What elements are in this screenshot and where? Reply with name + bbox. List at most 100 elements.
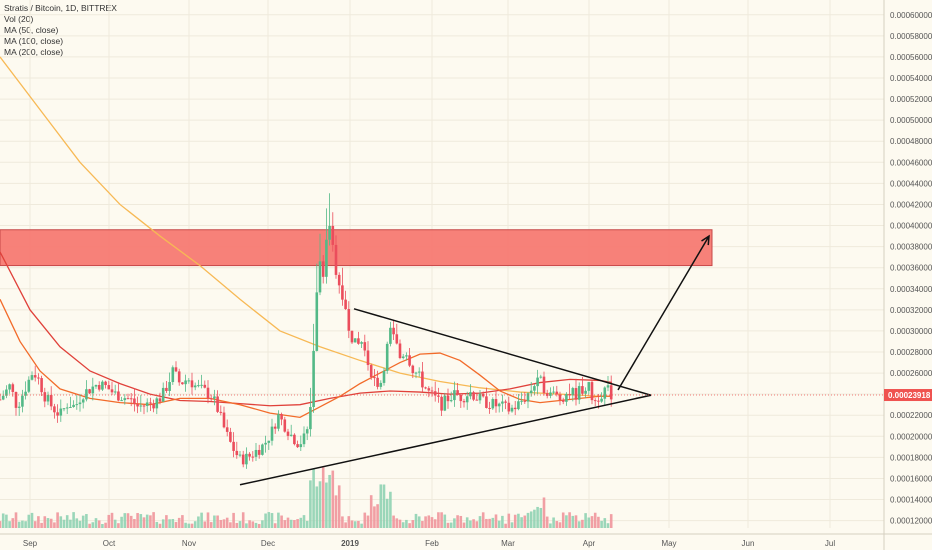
candle-body	[94, 385, 98, 387]
candle-body	[421, 371, 424, 388]
time-axis[interactable]: Sep Oct Nov Dec 2019 Feb Mar Apr May Jun Jul	[0, 533, 932, 548]
candle-body	[309, 407, 312, 430]
candle-body	[405, 355, 408, 357]
y-tick-label: 0.00032000	[890, 306, 932, 315]
candle-body	[539, 376, 543, 378]
x-tick-label: May	[661, 539, 676, 548]
volume-bar	[427, 515, 431, 528]
volume-bar	[104, 522, 107, 528]
volume-bar	[113, 519, 117, 528]
candle-body	[494, 399, 498, 407]
volume-bar	[357, 520, 360, 528]
volume-bar	[49, 518, 53, 528]
candle-body	[606, 385, 610, 388]
candle-body	[238, 454, 242, 456]
volume-bar	[187, 523, 191, 528]
moving-averages	[0, 56, 613, 419]
volume-bar	[369, 495, 373, 528]
candle-body	[574, 388, 578, 400]
volume-bar	[158, 523, 162, 528]
volume-bar	[395, 518, 399, 528]
volume-bar	[609, 514, 613, 528]
candle-body	[8, 384, 11, 390]
volume-bar	[273, 523, 277, 528]
candle-body	[395, 334, 399, 344]
candle-body	[488, 407, 491, 409]
volume-bar	[261, 520, 264, 528]
y-tick-label: 0.00048000	[890, 137, 932, 146]
volume-bar	[110, 512, 114, 528]
price-axis[interactable]: 0.00012000 0.00014000 0.00016000 0.00018000…	[883, 0, 932, 550]
candle-body	[609, 385, 613, 400]
candle-body	[14, 391, 18, 408]
candle-body	[171, 367, 175, 383]
volume-bar	[88, 523, 91, 528]
candle-body	[443, 395, 447, 411]
candle-body	[501, 401, 504, 404]
candle-body	[5, 389, 8, 396]
volume-bar	[155, 521, 159, 528]
volume-bar	[117, 523, 120, 528]
candle-body	[110, 389, 114, 393]
volume-bar	[216, 515, 219, 528]
candle-body	[449, 400, 453, 402]
legend-ma100: MA (100, close)	[4, 36, 64, 46]
candle-body	[65, 407, 69, 409]
resistance-rect	[0, 229, 713, 267]
candle-body	[344, 299, 347, 310]
volume-bar	[568, 512, 571, 528]
candle-body	[427, 388, 431, 391]
volume-bar	[225, 517, 229, 528]
volume-bar	[43, 516, 47, 528]
candle-body	[577, 386, 581, 400]
volume-bar	[408, 523, 411, 528]
y-tick-label: 0.00016000	[890, 474, 932, 483]
volume-bar	[8, 521, 11, 528]
candle-body	[152, 403, 155, 409]
ma100-line	[0, 251, 613, 407]
candle-body	[472, 392, 475, 400]
volume-bar	[184, 522, 187, 528]
volume-bar	[37, 516, 40, 528]
candle-body	[337, 274, 341, 286]
volume-bar	[14, 512, 18, 528]
volume-bar	[27, 514, 31, 528]
candle-body	[101, 381, 104, 390]
volume-bar	[507, 513, 511, 528]
y-tick-label: 0.00050000	[890, 116, 932, 125]
candle-body	[91, 386, 95, 394]
volume-bar	[334, 495, 338, 528]
volume-bar	[437, 512, 440, 528]
candle-body	[251, 456, 255, 458]
candle-body	[341, 285, 344, 300]
candle-body	[289, 434, 293, 436]
y-tick-label: 0.00028000	[890, 348, 932, 357]
volume-bar	[603, 518, 607, 528]
candle-body	[462, 401, 466, 403]
candle-body	[507, 402, 511, 412]
volume-bar	[536, 506, 539, 528]
volume-bar	[286, 517, 290, 528]
candle-body	[133, 398, 136, 405]
last-price-badge	[884, 389, 932, 402]
volume-bar	[78, 520, 82, 528]
y-tick-label: 0.00034000	[890, 285, 932, 294]
volume-bar	[277, 512, 280, 528]
volume-bar	[142, 517, 146, 528]
candle-body	[533, 386, 536, 391]
volume-bar	[513, 514, 517, 528]
candle-body	[264, 442, 267, 445]
candle-body	[81, 399, 85, 403]
candle-body	[456, 390, 459, 395]
volume-bar	[389, 491, 392, 528]
candle-body	[104, 381, 107, 386]
candle-body	[257, 449, 261, 455]
volume-bar	[293, 520, 296, 528]
candle-body	[88, 389, 91, 394]
volume-bar	[462, 522, 466, 528]
candle-body	[603, 387, 607, 399]
candle-body	[587, 382, 591, 391]
volume-bar	[85, 514, 88, 528]
candle-body	[235, 450, 239, 456]
